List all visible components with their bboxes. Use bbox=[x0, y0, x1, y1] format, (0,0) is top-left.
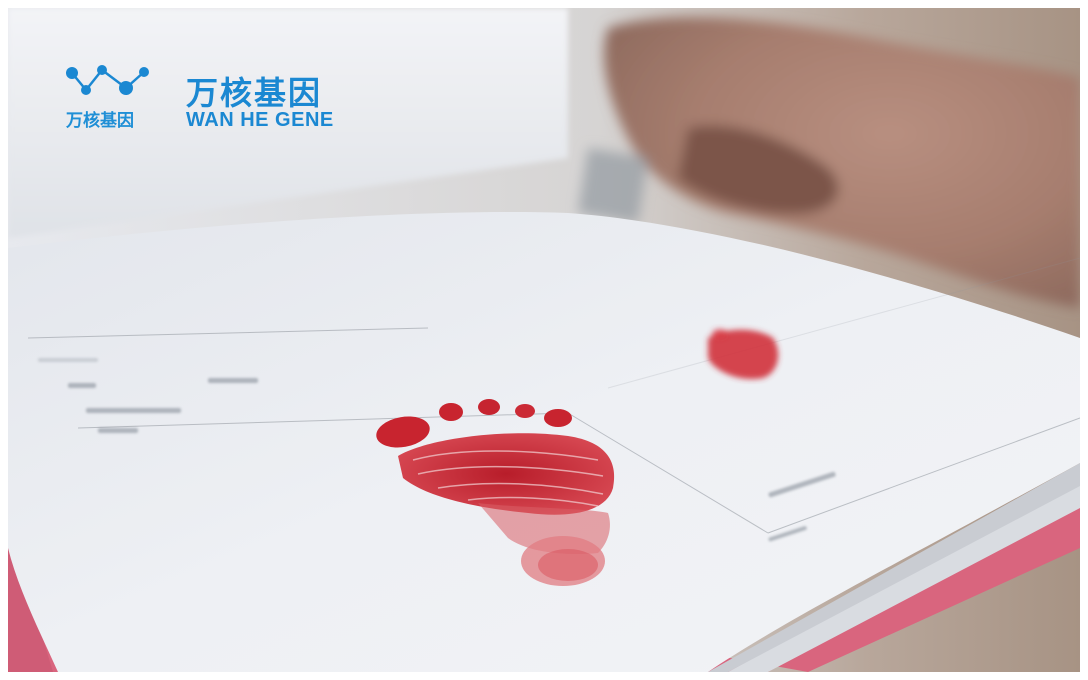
second-footprint bbox=[708, 329, 779, 380]
photo: 万核基因 万核基因 WAN HE GENE bbox=[8, 8, 1080, 672]
hand bbox=[578, 17, 1080, 309]
form-lines bbox=[27, 257, 1080, 534]
page-stack bbox=[48, 478, 1080, 672]
baby-footprint bbox=[376, 399, 615, 586]
molecule-network-icon bbox=[66, 65, 149, 95]
logo-brand-english: WAN HE GENE bbox=[186, 109, 334, 131]
form-text-marks bbox=[38, 358, 836, 542]
logo-mark-caption: 万核基因 bbox=[66, 111, 134, 130]
upper-page bbox=[8, 8, 568, 238]
logo-brand-chinese: 万核基因 bbox=[186, 74, 323, 112]
photo-scene bbox=[8, 8, 1080, 672]
